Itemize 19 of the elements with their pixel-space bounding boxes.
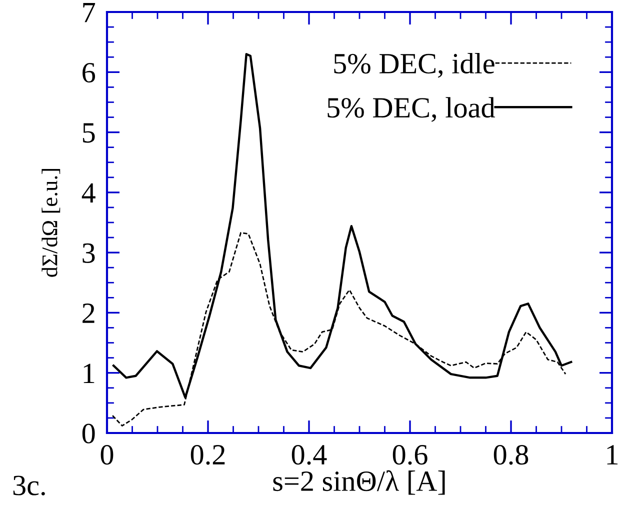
x-tick-label: 0.6 bbox=[392, 444, 428, 465]
y-tick-label: 2 bbox=[82, 304, 94, 323]
y-tick-label: 7 bbox=[83, 3, 96, 22]
x-tick-label: 0.2 bbox=[190, 444, 225, 465]
text: 3c. bbox=[13, 476, 45, 496]
y-tick-label: 1 bbox=[84, 364, 94, 383]
y-tick-label: 5 bbox=[83, 123, 95, 143]
x-axis-title: s=2 sinΘ/λ [A] bbox=[273, 470, 445, 495]
y-tick-label: 3 bbox=[82, 243, 95, 263]
x-tick-label: 0.4 bbox=[292, 444, 327, 465]
y-tick-label: 0 bbox=[82, 424, 95, 444]
x-tick-label: 0.8 bbox=[494, 444, 528, 465]
legend-label: 5% DEC, idle bbox=[334, 53, 494, 78]
x-tick-label: 1 bbox=[607, 445, 618, 464]
y-axis-title: dΣ/dΩ [e.u.] bbox=[42, 169, 60, 277]
x-tick-label: 0 bbox=[100, 444, 114, 465]
y-tick-label: 4 bbox=[82, 183, 96, 203]
y-tick-label: 6 bbox=[82, 62, 96, 83]
legend-label: 5% DEC, load bbox=[328, 97, 495, 122]
